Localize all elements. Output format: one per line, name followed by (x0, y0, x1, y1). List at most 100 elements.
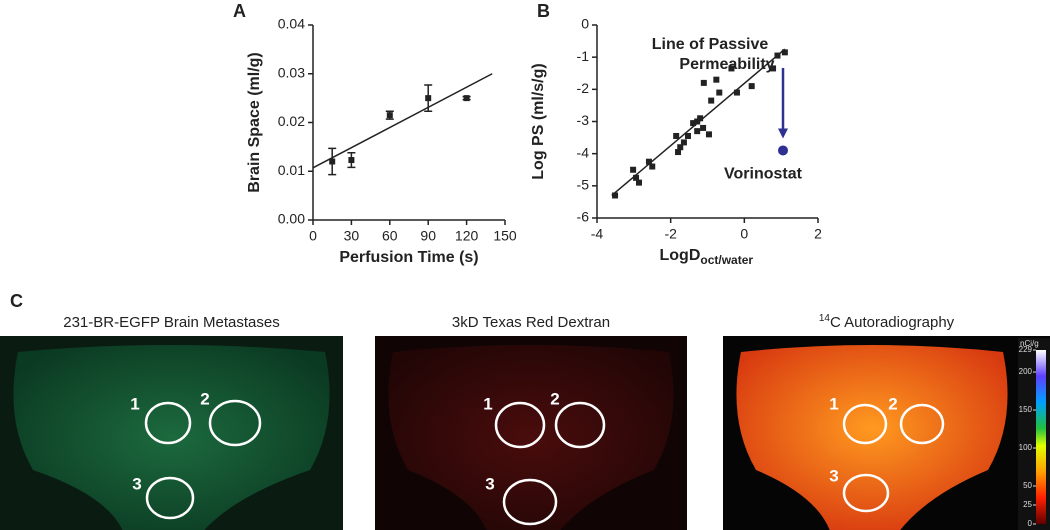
point (673, 132, 680, 139)
highlight-label: Vorinostat (724, 166, 803, 183)
x-tick-label: 0 (309, 228, 317, 244)
roi-label: 3 (485, 474, 494, 493)
y-tick-label: -3 (577, 112, 590, 128)
point (770, 65, 777, 72)
colorbar-tick-label: 200 (1019, 367, 1033, 376)
point (748, 83, 755, 90)
point (708, 97, 715, 104)
point (677, 144, 684, 151)
brain-section (736, 345, 1008, 530)
roi-label: 1 (829, 394, 838, 413)
annotation: Permeability (679, 56, 774, 73)
point (700, 79, 707, 86)
point (700, 124, 707, 131)
point (635, 179, 642, 186)
roi-circle (144, 401, 192, 445)
arrowhead (778, 128, 789, 139)
fit-line (312, 73, 493, 169)
point (697, 115, 704, 122)
roi-circle (208, 399, 262, 447)
highlight-point (778, 145, 789, 156)
colorbar-tick-label: 25 (1023, 500, 1032, 509)
x-tick-label: 90 (420, 228, 436, 244)
y-axis-label: Log PS (ml/s/g) (530, 63, 547, 179)
colorbar-unit: nCi/g (1020, 339, 1039, 348)
annotation: Line of Passive (652, 36, 769, 53)
point (774, 52, 781, 59)
x-tick-label: 0 (740, 226, 748, 242)
roi-label: 1 (130, 394, 139, 413)
panel-title: 231-BR-EGFP Brain Metastases (63, 314, 279, 331)
y-tick-label: 0.00 (278, 211, 305, 227)
y-tick-label: 0.04 (278, 16, 305, 32)
colorbar-tick-label: 100 (1019, 443, 1033, 452)
panel-title-main: 231-BR-EGFP Brain Metastases (63, 314, 279, 331)
x-tick-label: 30 (344, 228, 360, 244)
x-tick-label: 2 (814, 226, 822, 242)
point (690, 120, 697, 127)
point (463, 95, 470, 102)
y-axis-label: Brain Space (ml/g) (246, 52, 263, 192)
panel-title-main: C Autoradiography (830, 314, 955, 331)
point (684, 132, 691, 139)
point (680, 139, 687, 146)
point (425, 95, 432, 102)
y-tick-label: -4 (577, 144, 590, 160)
x-tick-label: -4 (591, 226, 604, 242)
x-axis-label-main: Perfusion Time (s) (339, 249, 478, 266)
roi-circle (899, 403, 945, 445)
y-tick-label: 0.03 (278, 64, 305, 80)
roi-circle (494, 401, 546, 449)
y-tick-label: -5 (577, 177, 590, 193)
colorbar-tick-label: 150 (1019, 405, 1033, 414)
y-tick-label: -1 (577, 48, 590, 64)
roi-label: 2 (888, 394, 897, 413)
point (386, 112, 393, 119)
point (348, 157, 355, 164)
point (781, 49, 788, 56)
point (612, 192, 619, 199)
brain-section (388, 345, 674, 530)
panel-title: 14C Autoradiography (819, 313, 955, 331)
roi-circle (502, 478, 558, 526)
point (630, 166, 637, 173)
brain-section (13, 345, 330, 530)
point (716, 89, 723, 96)
roi-circle (145, 476, 195, 520)
point (649, 163, 656, 170)
roi-label: 2 (550, 389, 559, 408)
x-tick-label: 150 (493, 228, 517, 244)
x-axis-label-main: LogD (660, 247, 701, 264)
y-tick-label: 0.01 (278, 162, 305, 178)
panel-title-main: 3kD Texas Red Dextran (452, 314, 610, 331)
x-tick-label: 120 (455, 228, 479, 244)
roi-label: 1 (483, 394, 492, 413)
colorbar-tick-label: 0 (1028, 519, 1033, 528)
x-axis-label: Perfusion Time (s) (339, 249, 478, 266)
roi-circle (842, 473, 890, 513)
panel-title: 3kD Texas Red Dextran (452, 314, 610, 331)
point (694, 118, 701, 125)
y-tick-label: -6 (577, 209, 590, 225)
colorbar (1036, 350, 1046, 524)
colorbar-tick-label: 50 (1023, 481, 1032, 490)
colorbar-tick-label: 229 (1019, 345, 1033, 354)
roi-label: 3 (132, 474, 141, 493)
x-tick-label: -2 (664, 226, 677, 242)
point (713, 76, 720, 83)
panel-title-sup: 14 (819, 313, 831, 324)
roi-label: 2 (200, 389, 209, 408)
point (733, 89, 740, 96)
panel-label: A (233, 1, 246, 21)
point (705, 131, 712, 138)
point (675, 149, 682, 156)
roi-label: 3 (829, 466, 838, 485)
x-tick-label: 60 (382, 228, 398, 244)
point (329, 158, 336, 165)
roi-circle (842, 403, 888, 445)
panel-label: C (10, 291, 23, 311)
roi-circle (554, 401, 606, 449)
x-axis-label-sub: oct/water (700, 253, 753, 267)
point (728, 65, 735, 72)
